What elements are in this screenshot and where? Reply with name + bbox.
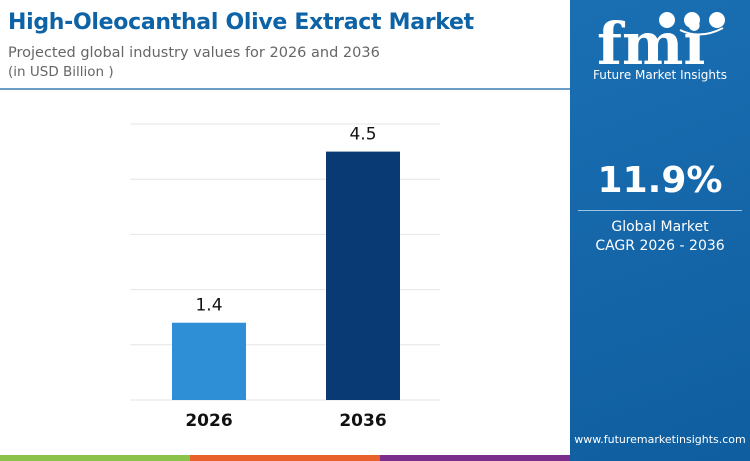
- data-label: 1.4: [195, 296, 222, 316]
- header-divider: [0, 88, 570, 90]
- subtitle: Projected global industry values for 202…: [8, 45, 380, 61]
- stripe-green: [0, 455, 190, 461]
- x-tick-label: 2036: [339, 411, 386, 431]
- unit-label: (in USD Billion ): [8, 64, 114, 80]
- bar-2036: [326, 151, 400, 400]
- data-label: 4.5: [349, 125, 376, 145]
- page-title: High-Oleocanthal Olive Extract Market: [8, 10, 474, 35]
- bar-chart: 1.4 2026 4.5 2036: [130, 123, 440, 431]
- bar-2026: [172, 322, 246, 400]
- fmi-logo-icon: fmi: [597, 10, 725, 68]
- brand-name: Future Market Insights: [592, 68, 727, 82]
- stripe-orange: [190, 455, 380, 461]
- x-tick-label: 2026: [185, 411, 232, 431]
- cagr-label: Global Market: [611, 219, 709, 235]
- cagr-period: CAGR 2026 - 2036: [595, 238, 725, 254]
- cagr-value: 11.9%: [597, 160, 723, 201]
- website-link[interactable]: www.futuremarketinsights.com: [574, 433, 746, 446]
- sidebar-panel: fmi Future Market Insights 11.9% Global …: [570, 0, 750, 461]
- cagr-divider: [578, 210, 742, 211]
- stripe-purple: [380, 455, 570, 461]
